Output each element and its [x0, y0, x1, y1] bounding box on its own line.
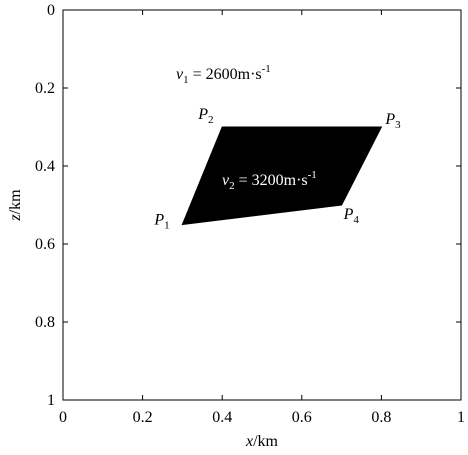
annotation: v2 = 3200m·s-1 [222, 169, 317, 192]
x-axis-label: x/km [245, 433, 279, 450]
y-axis-unit: /km [7, 189, 24, 214]
y-axis-symbol: z [7, 214, 24, 222]
annotation-sub: 2 [229, 180, 235, 192]
point-label-symbol: P [343, 206, 354, 223]
annotation: v1 = 2600m·s-1 [176, 63, 271, 86]
polygon-layer [181, 126, 383, 226]
point-label-sub: 2 [208, 114, 214, 126]
point-label: P1 [153, 212, 169, 232]
x-tick-label: 0.2 [133, 409, 153, 426]
y-tick-label: 0.8 [35, 314, 55, 331]
x-tick-label: 0.4 [212, 409, 232, 426]
point-label-symbol: P [197, 106, 208, 123]
y-tick-label: 0.2 [35, 80, 55, 97]
polygon [181, 126, 383, 226]
point-label: P2 [197, 106, 213, 126]
point-label-symbol: P [384, 111, 395, 128]
point-label: P3 [384, 111, 401, 131]
x-axis-unit: /km [253, 433, 278, 450]
point-label-sub: 4 [353, 214, 359, 226]
x-tick-label: 0.8 [371, 409, 391, 426]
annotation-symbol: v [222, 172, 230, 189]
point-label: P4 [343, 206, 360, 226]
point-label-sub: 3 [395, 119, 401, 131]
x-tick-label: 1 [457, 409, 465, 426]
annotation-sup: -1 [308, 169, 317, 181]
x-tick-label: 0 [59, 409, 67, 426]
annotation-text: = 3200m·s [239, 172, 308, 189]
annotation-sub: 1 [183, 74, 189, 86]
y-axis-label: z/km [7, 189, 24, 222]
y-tick-label: 0 [47, 2, 55, 19]
annotation-sup: -1 [262, 63, 271, 75]
plot-frame [62, 9, 462, 401]
x-tick-label: 0.6 [292, 409, 312, 426]
annotation-symbol: v [176, 66, 184, 83]
point-label-sub: 1 [164, 220, 170, 232]
y-tick-label: 0.6 [35, 236, 55, 253]
y-tick-label: 1 [47, 392, 55, 409]
point-label-symbol: P [153, 212, 164, 229]
x-axis-symbol: x [245, 433, 253, 450]
annotation-text: = 2600m·s [193, 66, 262, 83]
y-tick-label: 0.4 [35, 158, 55, 175]
